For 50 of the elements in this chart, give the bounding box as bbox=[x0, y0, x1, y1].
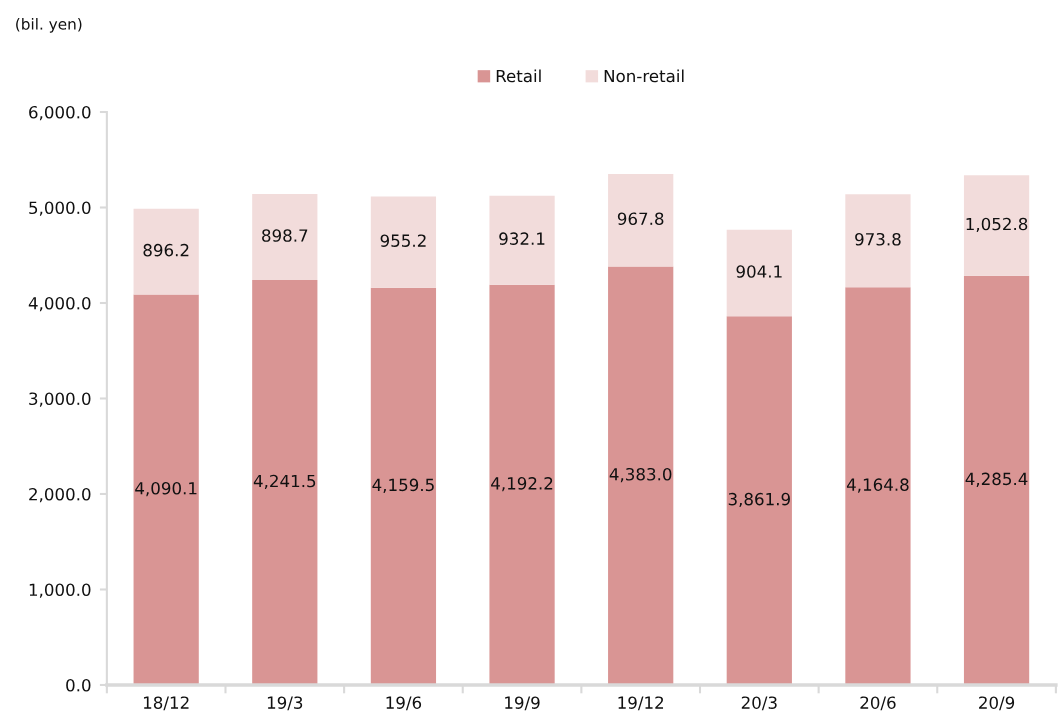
bar bbox=[845, 287, 911, 685]
x-tick-label: 19/3 bbox=[267, 696, 303, 711]
data-label: 898.7 bbox=[262, 229, 308, 242]
bar bbox=[726, 316, 792, 685]
bar bbox=[963, 275, 1030, 685]
legend-label: Retail bbox=[496, 69, 541, 83]
x-tick-label: 20/9 bbox=[979, 696, 1015, 711]
data-label: 896.2 bbox=[143, 243, 189, 257]
bar bbox=[133, 294, 199, 685]
bar bbox=[963, 175, 1030, 276]
bar bbox=[845, 194, 911, 288]
y-tick-label: 6,000.0 bbox=[29, 105, 91, 121]
data-label: 967.8 bbox=[617, 212, 664, 226]
x-tick-label: 18/12 bbox=[143, 696, 189, 711]
data-label: 4,192.2 bbox=[491, 477, 553, 492]
data-label: 4,090.1 bbox=[135, 481, 197, 497]
x-tick-label: 19/6 bbox=[386, 696, 422, 711]
bar bbox=[370, 196, 437, 288]
x-tick-label: 19/9 bbox=[505, 696, 540, 711]
bar bbox=[252, 194, 318, 280]
x-tick-label: 20/6 bbox=[860, 696, 896, 711]
data-label: 932.1 bbox=[499, 232, 545, 245]
bar bbox=[370, 287, 437, 685]
bar bbox=[489, 284, 555, 685]
y-tick-label: 0.0 bbox=[66, 678, 91, 692]
data-label: 4,164.8 bbox=[846, 478, 909, 493]
bar bbox=[252, 279, 318, 685]
bar bbox=[608, 174, 674, 267]
data-label: 4,285.4 bbox=[965, 472, 1028, 487]
data-label: 3,861.9 bbox=[728, 492, 790, 508]
bar bbox=[489, 195, 555, 285]
legend-label: Non-retail bbox=[604, 69, 684, 83]
y-axis-title: (bil. yen) bbox=[16, 17, 82, 33]
data-label: 973.8 bbox=[855, 232, 901, 246]
x-tick-label: 19/12 bbox=[618, 696, 664, 711]
data-label: 4,159.5 bbox=[372, 478, 434, 493]
y-tick-label: 2,000.0 bbox=[29, 487, 91, 503]
data-label: 904.1 bbox=[736, 265, 782, 278]
bar bbox=[608, 266, 674, 685]
y-tick-label: 3,000.0 bbox=[29, 392, 91, 407]
data-label: 1,052.8 bbox=[966, 217, 1028, 233]
x-tick-label: 20/3 bbox=[741, 696, 777, 711]
bar bbox=[726, 229, 792, 317]
data-label: 955.2 bbox=[380, 234, 426, 247]
y-tick-label: 1,000.0 bbox=[29, 583, 91, 598]
data-label: 4,383.0 bbox=[609, 467, 672, 483]
y-tick-label: 4,000.0 bbox=[28, 296, 91, 312]
bar bbox=[133, 208, 199, 295]
data-label: 4,241.5 bbox=[253, 474, 316, 489]
y-tick-label: 5,000.0 bbox=[29, 201, 91, 216]
